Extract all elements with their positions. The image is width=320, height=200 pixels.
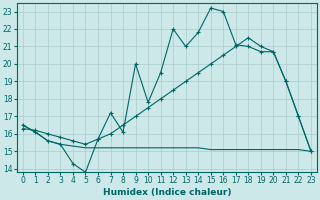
X-axis label: Humidex (Indice chaleur): Humidex (Indice chaleur) [103, 188, 231, 197]
